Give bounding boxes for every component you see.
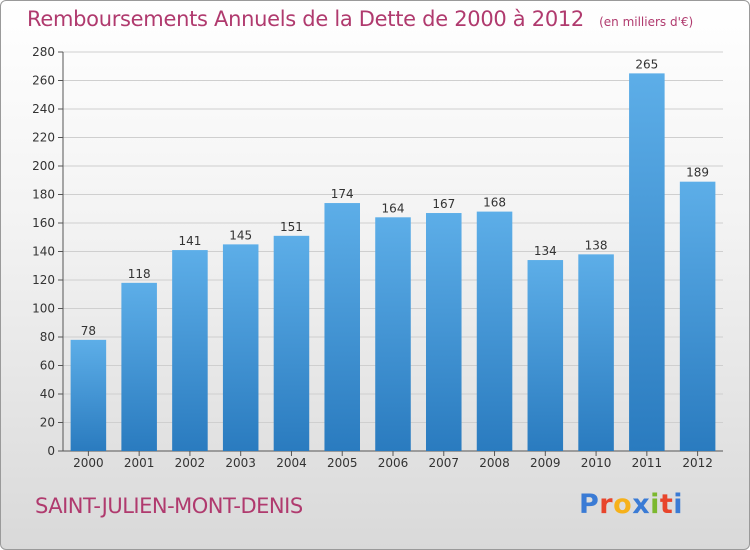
proxiti-logo: Proxiti — [579, 489, 683, 520]
y-tick-label: 120 — [32, 273, 55, 287]
bar-2002 — [172, 250, 208, 451]
logo-letter: r — [599, 489, 614, 520]
x-tick-label-2002: 2002 — [175, 456, 206, 470]
bar-2000 — [70, 339, 107, 451]
bar-2006 — [375, 217, 411, 451]
data-label-2011: 265 — [635, 57, 658, 71]
data-label-2005: 174 — [331, 187, 354, 201]
chart-subtitle: (en milliers d'€) — [599, 15, 694, 29]
label-layer: 78 118 141 145 151 174 164 167 168 134 138 265 189 — [81, 57, 709, 337]
y-tick-label: 0 — [47, 444, 55, 458]
bar-2011 — [629, 73, 665, 451]
y-tick-label: 240 — [32, 102, 55, 116]
data-label-2009: 134 — [534, 244, 557, 258]
title-row: Remboursements Annuels de la Dette de 20… — [27, 7, 693, 31]
logo-letter: P — [579, 489, 600, 520]
data-label-2001: 118 — [128, 267, 151, 281]
bar-2009 — [527, 260, 564, 451]
y-tick-label: 220 — [32, 131, 55, 145]
y-tick-label: 260 — [32, 74, 55, 88]
x-tick-label-2003: 2003 — [225, 456, 256, 470]
y-tick-label: 180 — [32, 188, 55, 202]
commune-name: SAINT-JULIEN-MONT-DENIS — [35, 494, 303, 518]
y-tick-label: 100 — [32, 302, 55, 316]
x-tick-label-2005: 2005 — [327, 456, 358, 470]
bar-layer — [70, 73, 716, 452]
x-tick-label-2006: 2006 — [378, 456, 409, 470]
x-tick-label-2010: 2010 — [581, 456, 612, 470]
logo-letter: o — [613, 489, 633, 520]
x-tick-label-2001: 2001 — [124, 456, 155, 470]
data-label-2002: 141 — [178, 234, 201, 248]
data-label-2007: 167 — [432, 197, 455, 211]
logo-letter: i — [650, 489, 660, 520]
data-label-2000: 78 — [81, 324, 96, 338]
bar-2008 — [476, 211, 513, 451]
bar-2001 — [121, 282, 157, 451]
data-label-2004: 151 — [280, 220, 303, 234]
bar-2003 — [222, 244, 259, 451]
x-tick-label-2000: 2000 — [73, 456, 104, 470]
bar-2004 — [273, 235, 310, 451]
data-label-2010: 138 — [585, 238, 608, 252]
x-tick-label-2008: 2008 — [479, 456, 510, 470]
y-tick-label: 80 — [40, 330, 55, 344]
x-tick-label-2011: 2011 — [632, 456, 663, 470]
y-tick-label: 140 — [32, 245, 55, 259]
y-tick-label: 40 — [40, 387, 55, 401]
chart-title: Remboursements Annuels de la Dette de 20… — [27, 7, 584, 31]
data-label-2006: 164 — [382, 201, 405, 215]
bar-2005 — [324, 203, 360, 451]
y-tick-label: 200 — [32, 159, 55, 173]
y-tick-label: 60 — [40, 359, 55, 373]
bar-2007 — [426, 213, 462, 451]
y-tick-label: 160 — [32, 216, 55, 230]
bar-2012 — [679, 181, 716, 452]
data-label-2012: 189 — [686, 166, 709, 180]
bar-2010 — [578, 254, 614, 451]
x-tick-label-2004: 2004 — [276, 456, 307, 470]
data-label-2003: 145 — [229, 228, 252, 242]
logo-letter: i — [673, 489, 684, 520]
y-tick-label: 280 — [32, 45, 55, 59]
data-label-2008: 168 — [483, 196, 506, 210]
logo-letter: t — [659, 489, 674, 520]
logo-letter: x — [632, 489, 651, 520]
x-tick-label-2009: 2009 — [530, 456, 561, 470]
x-tick-label-2007: 2007 — [428, 456, 459, 470]
y-tick-label: 20 — [40, 416, 55, 430]
x-tick-label-2012: 2012 — [682, 456, 713, 470]
